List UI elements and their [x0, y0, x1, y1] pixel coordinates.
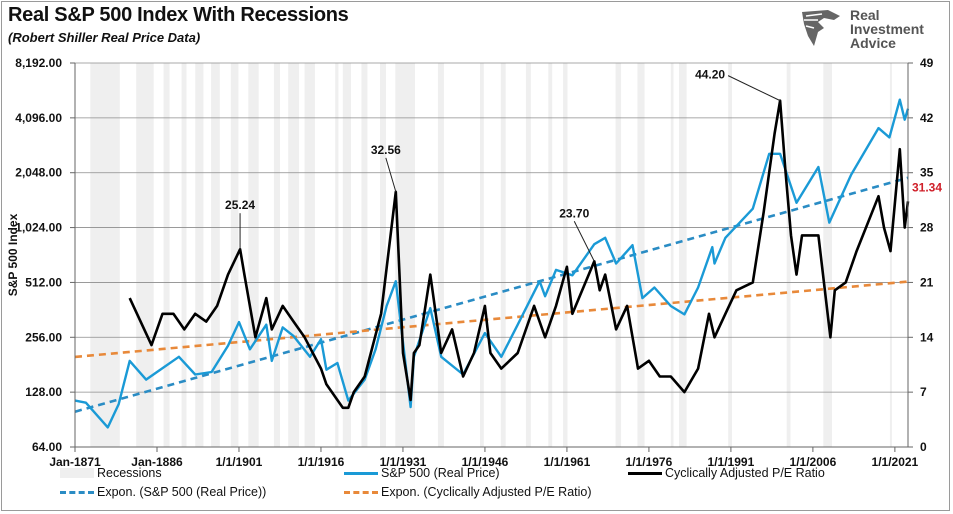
- x-tick-label: 1/1/1946: [462, 455, 509, 466]
- recession-band: [670, 63, 674, 447]
- annotation-label: 23.70: [559, 206, 589, 220]
- recession-band: [304, 63, 315, 447]
- real-investment-advice-logo: Real Investment Advice: [798, 6, 938, 54]
- y-tick-label: 8,192.00: [15, 56, 62, 70]
- eagle-head-icon: [802, 10, 840, 46]
- y-tick-label: 64.00: [32, 440, 62, 454]
- axes: 64.00 128.00 256.00 512.00 1,024.00 2,048.00 4…: [15, 56, 933, 466]
- y2-tick-label: 21: [920, 275, 934, 289]
- recession-band: [548, 63, 553, 447]
- chart-title: Real S&P 500 Index With Recessions: [8, 4, 349, 26]
- annotation-leader: [385, 157, 397, 192]
- logo-text: Real Investment Advice: [850, 8, 924, 50]
- legend-label: Recessions: [97, 466, 162, 480]
- x-tick-label: 1/1/1901: [216, 455, 263, 466]
- x-tick-label: Jan-1871: [49, 455, 101, 466]
- x-tick-label: 1/1/2021: [872, 455, 919, 466]
- annotation-leader: [573, 221, 595, 262]
- recession-band: [500, 63, 506, 447]
- recession-band: [211, 63, 220, 447]
- annotation-label: 25.24: [225, 198, 255, 212]
- x-tick-label: 1/1/1916: [298, 455, 345, 466]
- recession-band: [637, 63, 645, 447]
- annotation-leader: [727, 75, 781, 102]
- x-tick-label: 1/1/1991: [708, 455, 755, 466]
- legend: Recessions S&P 500 (Real Price) Cyclical…: [0, 466, 953, 506]
- y2-tick-label: 35: [920, 166, 934, 180]
- cape-line: [128, 99, 910, 410]
- y-tick-label: 512.00: [25, 275, 62, 289]
- recession-band: [361, 63, 368, 447]
- x-tick-label: 1/1/1931: [380, 455, 427, 466]
- x-tick-label: 1/1/1976: [626, 455, 673, 466]
- recession-band: [181, 63, 187, 447]
- logo-line: Real: [850, 7, 880, 23]
- recession-band: [437, 63, 444, 447]
- recession-band: [395, 63, 415, 447]
- legend-item-sp500-trend: Expon. (S&P 500 (Real Price)): [60, 485, 266, 499]
- legend-swatch-cape: [628, 471, 662, 475]
- x-tick-label: 1/1/1961: [544, 455, 591, 466]
- legend-item-cape: Cyclically Adjusted P/E Ratio: [628, 466, 825, 480]
- chart-plot: 64.00 128.00 256.00 512.00 1,024.00 2,048.00 4…: [6, 56, 942, 466]
- y-axis-label: S&P 500 Index: [6, 213, 20, 296]
- x-tick-label: 1/1/2006: [790, 455, 837, 466]
- recession-band: [563, 63, 568, 447]
- recession-band: [248, 63, 259, 447]
- y-tick-label: 1,024.00: [15, 221, 62, 235]
- legend-swatch-cape-trend: [344, 490, 378, 494]
- recession-band: [335, 63, 339, 447]
- recession-band: [678, 63, 687, 447]
- recession-band: [288, 63, 300, 447]
- y2-tick-label: 14: [920, 330, 934, 344]
- legend-swatch-recessions: [60, 468, 94, 478]
- legend-label: Expon. (Cyclically Adjusted P/E Ratio): [381, 485, 592, 499]
- recession-band: [525, 63, 531, 447]
- current-value-label: 31.34: [912, 180, 942, 194]
- recession-band: [786, 63, 791, 447]
- recession-band: [889, 63, 892, 447]
- legend-swatch-sp500: [344, 471, 378, 475]
- recession-bands: [90, 63, 892, 447]
- series-lines: [74, 98, 910, 429]
- legend-item-sp500: S&P 500 (Real Price): [344, 466, 500, 480]
- logo-line: Investment: [850, 21, 924, 37]
- recession-band: [379, 63, 387, 447]
- recession-band: [136, 63, 154, 447]
- y-tick-label: 2,048.00: [15, 166, 62, 180]
- annotation-label: 32.56: [371, 143, 401, 157]
- recession-band: [615, 63, 622, 447]
- y2-tick-label: 49: [920, 56, 934, 70]
- recession-band: [273, 63, 280, 447]
- cape-trend-line: [74, 280, 909, 359]
- y2-tick-label: 7: [920, 385, 927, 399]
- recession-band: [230, 63, 239, 447]
- y-tick-label: 4,096.00: [15, 111, 62, 125]
- legend-label: Expon. (S&P 500 (Real Price)): [97, 485, 267, 499]
- y2-tick-label: 0: [920, 440, 927, 454]
- y2-tick-label: 28: [920, 221, 934, 235]
- logo-line: Advice: [850, 35, 896, 51]
- recession-band: [342, 63, 352, 447]
- chart-subtitle: (Robert Shiller Real Price Data): [8, 30, 201, 45]
- legend-label: Cyclically Adjusted P/E Ratio: [665, 466, 825, 480]
- recession-band: [195, 63, 204, 447]
- y-tick-label: 256.00: [25, 330, 62, 344]
- legend-label: S&P 500 (Real Price): [381, 466, 500, 480]
- legend-item-cape-trend: Expon. (Cyclically Adjusted P/E Ratio): [344, 485, 592, 499]
- recession-band: [728, 63, 732, 447]
- sp500-trend-line: [74, 176, 909, 413]
- x-tick-label: Jan-1886: [131, 455, 183, 466]
- y-tick-label: 128.00: [25, 385, 62, 399]
- annotation-label: 44.20: [695, 68, 725, 82]
- annotations: 25.24 32.56 23.70 44.20 31.34: [225, 68, 942, 262]
- recession-band: [90, 63, 120, 447]
- legend-item-recessions: Recessions: [60, 466, 162, 480]
- recession-band: [163, 63, 170, 447]
- y2-tick-label: 42: [920, 111, 934, 125]
- recession-band: [823, 63, 833, 447]
- recession-band: [480, 63, 484, 447]
- legend-swatch-sp500-trend: [60, 490, 94, 494]
